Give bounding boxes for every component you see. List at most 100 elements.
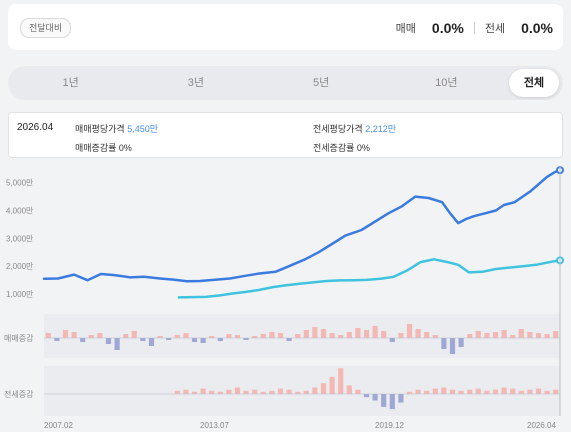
change-bar: [406, 391, 413, 394]
change-bar: [312, 327, 318, 338]
change-bar: [295, 334, 301, 338]
tab-1-year[interactable]: 1년: [62, 77, 79, 89]
jeonse-label: 전세: [484, 23, 506, 35]
tooltip-date: 2026.04: [17, 122, 54, 133]
change-bar: [553, 389, 559, 394]
summary-card: 전달대비 매매 0.0% 전세 0.0%: [8, 4, 563, 50]
change-bar: [329, 333, 335, 338]
change-bar: [234, 387, 241, 394]
y-tick-label: 2,000만: [6, 262, 34, 271]
change-bar: [183, 333, 189, 338]
bar-panel-label: 전세증감: [4, 389, 34, 399]
tooltip-jeonse-change-label: 전세증감률: [313, 143, 355, 153]
tooltip-sale-price: 매매평당가격 5,450만: [75, 122, 158, 135]
change-bar: [449, 338, 456, 354]
change-bar: [277, 388, 284, 394]
change-bar: [97, 333, 103, 338]
change-bar: [217, 391, 223, 394]
change-bar: [475, 331, 481, 338]
change-bar: [389, 394, 395, 410]
x-tick-label: 2026.04: [527, 421, 556, 430]
change-bar: [320, 329, 327, 338]
compare-badge[interactable]: 전달대비: [20, 18, 72, 38]
change-bar: [458, 338, 464, 347]
x-tick-label: 2007.02: [44, 421, 73, 430]
change-bar: [269, 390, 275, 394]
change-bar: [381, 394, 387, 407]
change-bar: [458, 390, 464, 394]
change-bar: [243, 390, 249, 394]
change-bar: [415, 389, 421, 394]
change-bar: [174, 390, 180, 394]
tooltip-jeonse-price-label: 전세평당가격: [313, 124, 363, 134]
change-bar: [372, 326, 378, 338]
change-bar: [191, 338, 198, 342]
tooltip-jeonse-price: 전세평당가격 2,212만: [313, 122, 396, 135]
change-bar: [200, 388, 206, 394]
tooltip-sale-price-value: 5,450만: [127, 124, 159, 134]
change-bar: [157, 336, 163, 338]
tab-3-years[interactable]: 3년: [187, 77, 204, 89]
change-bar: [114, 338, 120, 350]
change-bar: [338, 368, 344, 394]
change-bar: [441, 338, 447, 349]
change-bar: [191, 391, 198, 394]
tab-all[interactable]: 전체: [509, 69, 559, 97]
change-bar: [234, 335, 241, 338]
tooltip-jeonse-change-value: 0%: [356, 143, 370, 153]
change-bar: [518, 329, 524, 338]
change-bar: [123, 334, 129, 338]
change-bar: [209, 336, 215, 338]
change-bar: [277, 333, 284, 338]
change-bar: [312, 387, 318, 394]
change-bar: [372, 394, 378, 401]
change-bar: [381, 331, 387, 338]
change-bar: [260, 391, 266, 394]
change-bar: [252, 389, 258, 394]
change-bar: [45, 333, 51, 338]
change-bar: [252, 336, 258, 338]
change-bar: [355, 389, 361, 394]
change-bar: [492, 332, 499, 338]
tab-5-years[interactable]: 5년: [313, 77, 330, 89]
change-bar: [217, 338, 223, 341]
change-bar: [183, 389, 189, 394]
change-bar: [295, 391, 301, 394]
x-tick-label: 2019.12: [375, 421, 404, 430]
y-tick-label: 1,000만: [6, 290, 34, 299]
change-bar: [535, 333, 542, 338]
chart-tooltip: 2026.04 매매평당가격 5,450만 매매증감률 0% 전세평당가격 2,…: [8, 112, 563, 158]
change-bar: [544, 390, 550, 394]
sale-price-line: [42, 168, 562, 283]
change-bar: [303, 330, 309, 338]
x-tick-label: 2013.07: [200, 421, 229, 430]
change-bar: [286, 389, 292, 394]
change-bar: [424, 332, 430, 338]
change-bar: [286, 338, 292, 341]
change-bar: [166, 338, 172, 340]
tab-10-years[interactable]: 10년: [435, 77, 458, 89]
change-bar: [338, 335, 344, 338]
bar-panel-bg: [44, 366, 560, 416]
change-bar: [492, 389, 499, 394]
change-bar: [441, 387, 447, 394]
tooltip-sale-price-label: 매매평당가격: [75, 124, 125, 134]
change-bar: [105, 338, 112, 344]
change-bar: [527, 332, 533, 338]
change-bar: [527, 389, 533, 394]
stats-divider: [473, 22, 475, 34]
change-bar: [363, 394, 370, 398]
bar-panel-bg: [44, 314, 560, 358]
change-bar: [406, 324, 413, 338]
y-tick-label: 4,000만: [6, 207, 34, 216]
change-bar: [398, 394, 404, 403]
jeonse-price-line: [177, 258, 562, 299]
change-bar: [131, 331, 137, 338]
change-bar: [303, 390, 309, 394]
change-bar: [269, 332, 275, 338]
change-bar: [510, 335, 516, 338]
change-bar: [553, 331, 559, 338]
change-bar: [363, 330, 370, 338]
tooltip-sale-change-label: 매매증감률: [75, 143, 117, 153]
